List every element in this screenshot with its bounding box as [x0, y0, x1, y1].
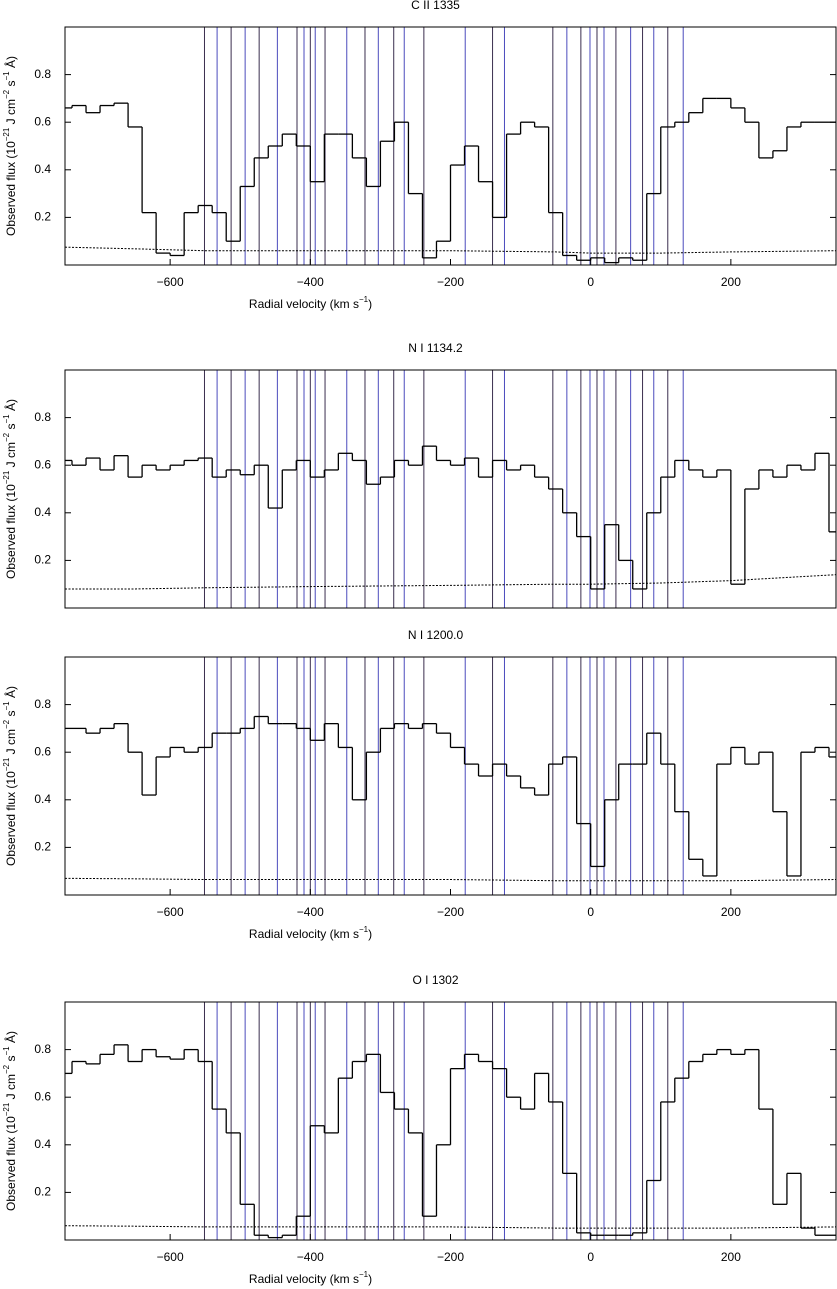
label-part: Observed flux (10: [4, 771, 18, 866]
panel-title: N I 1134.2: [408, 341, 463, 355]
y-tick-label: 0.4: [34, 1137, 51, 1151]
superscript: −2: [2, 432, 11, 442]
superscript: −21: [2, 127, 11, 141]
x-tick-label: −400: [297, 1250, 324, 1264]
label-part: J cm: [4, 99, 18, 128]
y-tick-label: 0.8: [34, 1042, 51, 1056]
x-tick-label: −400: [297, 905, 324, 919]
label-part: Å): [3, 399, 18, 414]
x-axis-label: Radial velocity (km s−1): [249, 295, 372, 311]
x-tick-label: 0: [587, 1250, 594, 1264]
error-line: [64, 877, 837, 882]
y-tick-label: 0.6: [34, 744, 51, 758]
label-part: J cm: [4, 442, 18, 471]
label-part: Radial velocity (km s: [249, 927, 359, 941]
y-axis-label: Observed flux (10−21 J cm−2 s−1 Å): [2, 399, 18, 579]
x-tick-label: −200: [437, 905, 464, 919]
x-tick-label: −600: [157, 1250, 184, 1264]
superscript: −2: [2, 89, 11, 99]
x-tick-label: 200: [721, 905, 741, 919]
y-tick-label: 0.6: [34, 457, 51, 471]
y-tick-label: 0.6: [34, 114, 51, 128]
panel-title: N I 1200.0: [408, 628, 464, 642]
x-axis-label: Radial velocity (km s−1): [249, 1270, 372, 1286]
label-part: s: [4, 81, 18, 90]
x-tick-label: 200: [721, 1250, 741, 1264]
y-tick-label: 0.2: [34, 840, 51, 854]
x-tick-label: 0: [587, 905, 594, 919]
x-tick-label: 200: [721, 275, 741, 289]
x-tick-label: −400: [297, 275, 324, 289]
label-part: Å): [3, 1031, 18, 1046]
superscript: −1: [2, 1046, 11, 1056]
label-part: ): [368, 297, 372, 311]
label-part: ): [368, 1272, 372, 1286]
label-part: Observed flux (10: [4, 141, 18, 236]
superscript: −2: [2, 719, 11, 729]
y-tick-label: 0.8: [34, 67, 51, 81]
y-tick-label: 0.2: [34, 1185, 51, 1199]
y-axis-label: Observed flux (10−21 J cm−2 s−1 Å): [2, 1031, 18, 1211]
error-line: [64, 1225, 837, 1229]
x-tick-label: −200: [437, 1250, 464, 1264]
y-tick-label: 0.8: [34, 697, 51, 711]
panel-title: C II 1335: [411, 0, 460, 12]
superscript: −1: [359, 1270, 369, 1279]
y-tick-label: 0.4: [34, 162, 51, 176]
label-part: Radial velocity (km s: [249, 297, 359, 311]
plot-frame: [64, 369, 837, 609]
superscript: −21: [2, 470, 11, 484]
y-axis-label: Observed flux (10−21 J cm−2 s−1 Å): [2, 686, 18, 866]
label-part: s: [4, 711, 18, 720]
label-part: Observed flux (10: [4, 1116, 18, 1211]
label-part: s: [4, 1056, 18, 1065]
error-line: [65, 574, 837, 590]
label-part: Å): [3, 686, 18, 701]
superscript: −21: [2, 757, 11, 771]
label-part: J cm: [4, 729, 18, 758]
x-axis-label: Radial velocity (km s−1): [249, 925, 372, 941]
y-tick-label: 0.4: [34, 792, 51, 806]
x-tick-label: −600: [157, 275, 184, 289]
y-tick-label: 0.8: [34, 410, 51, 424]
label-part: Å): [3, 56, 18, 71]
panel-title: O I 1302: [412, 973, 458, 987]
y-tick-label: 0.2: [34, 210, 51, 224]
plot-frame: [64, 1001, 837, 1241]
label-part: s: [4, 424, 18, 433]
y-tick-label: 0.4: [34, 505, 51, 519]
superscript: −1: [2, 71, 11, 81]
superscript: −2: [2, 1064, 11, 1074]
plot-frame: [64, 656, 837, 896]
y-tick-label: 0.6: [34, 1089, 51, 1103]
x-tick-label: −600: [157, 905, 184, 919]
label-part: Observed flux (10: [4, 484, 18, 579]
label-part: ): [368, 927, 372, 941]
error-line: [64, 246, 837, 254]
superscript: −21: [2, 1102, 11, 1116]
plot-frame: [64, 26, 837, 266]
superscript: −1: [2, 414, 11, 424]
y-tick-label: 0.2: [34, 553, 51, 567]
x-tick-label: −200: [437, 275, 464, 289]
superscript: −1: [359, 925, 369, 934]
label-part: J cm: [4, 1074, 18, 1103]
superscript: −1: [359, 295, 369, 304]
label-part: Radial velocity (km s: [249, 1272, 359, 1286]
x-tick-label: 0: [587, 275, 594, 289]
superscript: −1: [2, 701, 11, 711]
y-axis-label: Observed flux (10−21 J cm−2 s−1 Å): [2, 56, 18, 236]
